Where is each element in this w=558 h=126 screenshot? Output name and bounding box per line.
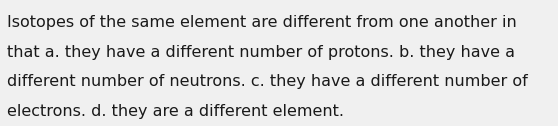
Text: different number of neutrons. c. they have a different number of: different number of neutrons. c. they ha… xyxy=(7,74,528,89)
Text: electrons. d. they are a different element.: electrons. d. they are a different eleme… xyxy=(7,104,344,119)
Text: Isotopes of the same element are different from one another in: Isotopes of the same element are differe… xyxy=(7,15,517,30)
Text: that a. they have a different number of protons. b. they have a: that a. they have a different number of … xyxy=(7,45,515,60)
